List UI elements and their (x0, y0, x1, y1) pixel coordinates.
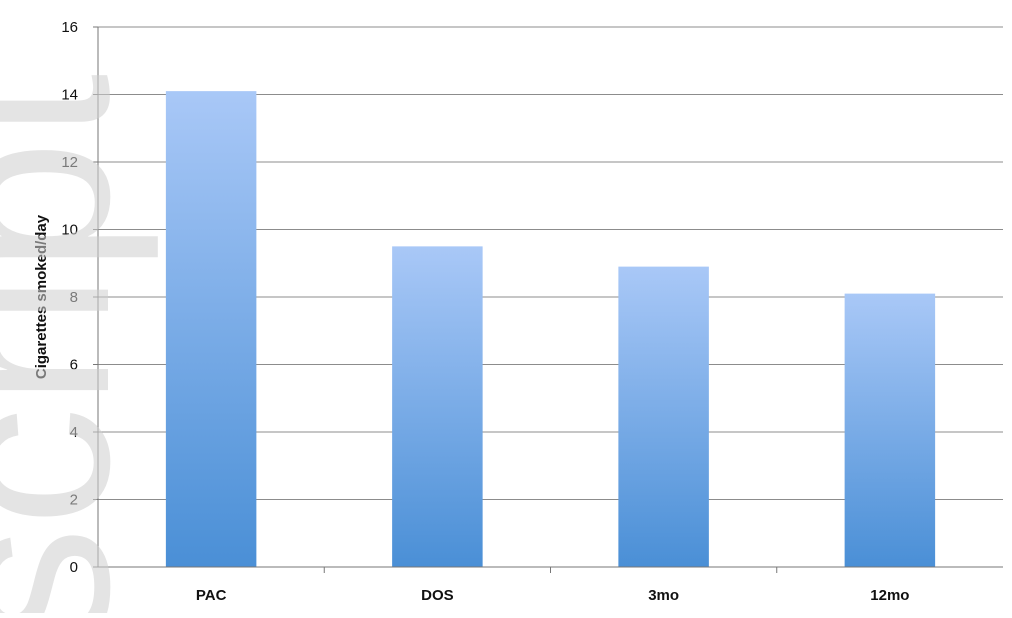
x-tick-label: DOS (421, 587, 454, 604)
y-tick-label: 0 (70, 559, 78, 576)
x-tick-label: 3mo (648, 587, 679, 604)
tick-labels: 0 2 4 6 8 10 12 14 16 PAC DOS 3mo 12mo (61, 19, 909, 604)
y-tick-label: 12 (61, 154, 78, 171)
y-tick-label: 8 (70, 289, 78, 306)
bar-12mo (844, 293, 936, 567)
y-tick-label: 10 (61, 222, 78, 239)
watermark-text: script (0, 73, 159, 613)
y-tick-label: 6 (70, 357, 78, 374)
bar-pac (165, 91, 257, 567)
y-axis-title: Cigarettes smoked/day (33, 214, 50, 379)
x-tick-label: 12mo (870, 587, 909, 604)
y-tick-label: 14 (61, 87, 78, 104)
x-tick-label: PAC (196, 587, 227, 604)
axes (93, 26, 1003, 573)
bar-dos (392, 246, 483, 567)
y-tick-label: 4 (70, 424, 78, 441)
bars (165, 91, 936, 567)
y-tick-label: 16 (61, 19, 78, 36)
y-tick-label: 2 (70, 492, 78, 509)
bar-3mo (618, 266, 709, 567)
